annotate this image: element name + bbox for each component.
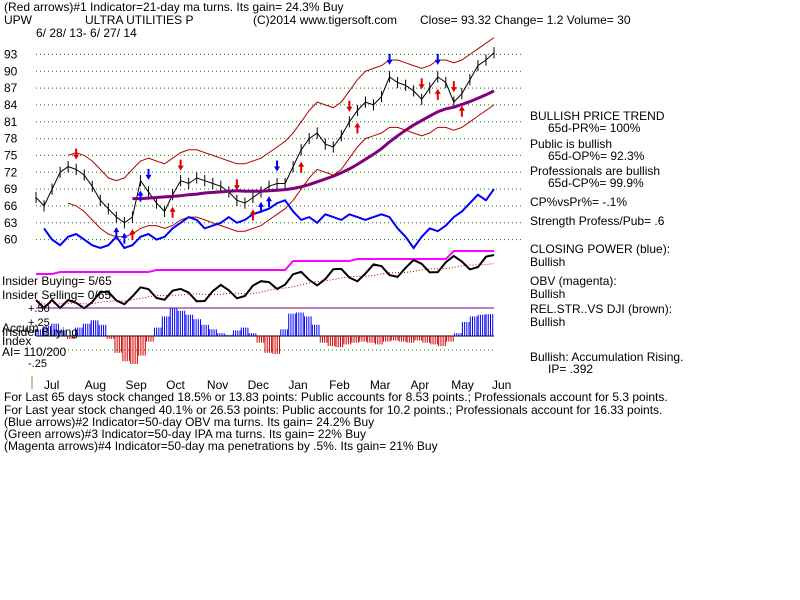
x-tick-label: Oct — [166, 378, 185, 392]
obv-label: OBV (magenta): — [530, 274, 617, 288]
y-tick-label: 81 — [4, 115, 18, 129]
quote-summary: Close= 93.32 Change= 1.2 Volume= 30 — [420, 13, 631, 27]
y-tick-label: 72 — [4, 165, 18, 179]
accum-tick-label: +.50 — [28, 303, 50, 315]
closing-power-label: CLOSING POWER (blue): — [530, 242, 671, 256]
buy-arrow-icon — [257, 201, 264, 213]
lower-band-line — [67, 104, 495, 238]
x-tick-label: Apr — [411, 378, 430, 392]
x-tick-label: Jan — [288, 378, 307, 392]
indicator-panel — [35, 250, 495, 310]
price-panel — [35, 37, 495, 250]
x-tick-label: Mar — [370, 378, 391, 392]
strength-ratio: Strength Profess/Pub= .6 — [530, 214, 665, 228]
trend-value: 65d-PR%= 100% — [548, 121, 641, 135]
y-tick-label: 69 — [4, 182, 18, 196]
trend-title: BULLISH PRICE TREND — [530, 109, 665, 123]
relstr-label: REL.STR..VS DJI (brown): — [530, 302, 673, 316]
sell-arrow-icon — [233, 179, 240, 191]
sell-arrow-icon — [346, 100, 353, 112]
relative-strength-ma — [35, 263, 495, 305]
buy-arrow-icon — [298, 161, 305, 173]
buy-arrow-icon — [137, 190, 144, 202]
copyright-text: (C)2014 www.tigersoft.com — [253, 13, 398, 27]
accum-tick-label: +.25 — [28, 317, 50, 329]
price-grid — [36, 53, 522, 241]
ticker-symbol: UPW — [4, 13, 32, 27]
footer-line-65days: For Last 65 days stock changed 18.5% or … — [4, 390, 668, 404]
buy-arrow-icon — [354, 122, 361, 134]
buy-arrow-icon — [434, 88, 441, 100]
upper-band-line — [67, 37, 495, 182]
price-line — [35, 52, 495, 224]
ip-value: IP= .392 — [548, 362, 594, 376]
accum-label: Accum — [2, 321, 39, 335]
buy-arrow-icon — [121, 232, 128, 244]
y-tick-label: 66 — [4, 199, 18, 213]
y-tick-label: 75 — [4, 148, 18, 162]
y-tick-label: 63 — [4, 216, 18, 230]
sell-arrow-icon — [177, 159, 184, 171]
buy-arrow-icon — [169, 206, 176, 218]
axis-labels: 60 63 66 69 72 75 78 81 84 87 90 93 +.50 +.25 -.25 Jul A… — [4, 47, 511, 392]
y-tick-label: 93 — [4, 47, 18, 61]
x-tick-label: May — [451, 378, 474, 392]
signal-arrows — [73, 53, 465, 244]
sell-arrow-icon — [450, 81, 457, 93]
security-name: ULTRA UTILITIES P — [85, 13, 194, 27]
obv-status: Bullish — [530, 287, 566, 301]
sell-arrow-icon — [145, 168, 152, 180]
sell-arrow-icon — [386, 53, 393, 65]
cp-vs-pr: CP%vsPr%= -.1% — [530, 195, 628, 209]
pros-value: 65d-CP%= 99.9% — [548, 176, 644, 190]
y-tick-label: 60 — [4, 233, 18, 247]
pros-title: Professionals are bullish — [530, 164, 661, 178]
x-tick-label: Jul — [44, 378, 59, 392]
footer-line-blue-arrows: (Blue arrows)#2 Indicator=50-day OBV ma … — [4, 415, 375, 429]
x-tick-label: Jun — [492, 378, 511, 392]
insider-selling-count: Insider Selling= 0/65 — [2, 288, 112, 302]
buy-arrow-icon — [113, 227, 120, 239]
header-indicator-line: (Red arrows)#1 Indicator=21-day ma turns… — [4, 0, 344, 14]
y-tick-label: 87 — [4, 81, 18, 95]
footer-line-magenta-arrows: (Magenta arrows)#4 Indicator=50-day ma p… — [4, 439, 438, 453]
closing-power-status: Bullish — [530, 255, 566, 269]
index-label: Index — [2, 334, 32, 348]
obv-line — [36, 250, 494, 275]
buy-arrow-icon — [266, 196, 273, 208]
y-tick-label: 78 — [4, 132, 18, 146]
sell-arrow-icon — [73, 148, 80, 160]
y-tick-label: 90 — [4, 64, 18, 78]
public-value: 65d-OP%= 92.3% — [548, 149, 645, 163]
insider-buying-count: Insider Buying= 5/65 — [2, 274, 112, 288]
accumulation-panel — [35, 307, 494, 364]
sell-arrow-icon — [418, 78, 425, 90]
x-tick-label: Nov — [207, 378, 228, 392]
x-tick-label: Feb — [329, 378, 350, 392]
buy-arrow-icon — [458, 105, 465, 117]
accumulation-status: Bullish: Accumulation Rising. — [530, 350, 684, 364]
relative-strength-line — [35, 254, 495, 310]
date-range: 6/ 28/ 13- 6/ 27/ 14 — [36, 26, 137, 40]
public-title: Public is bullish — [530, 137, 613, 151]
x-tick-label: Sep — [125, 378, 147, 392]
footer-line-green-arrows: (Green arrows)#3 Indicator=50-day IPA ma… — [4, 427, 366, 441]
ai-value: AI= 110/200 — [2, 345, 67, 359]
footer-line-year: For Last year stock changed 40.1% or 26.… — [4, 403, 663, 417]
y-tick-label: 84 — [4, 98, 18, 112]
ma50-line — [132, 89, 495, 201]
sell-arrow-icon — [434, 53, 441, 65]
x-tick-label: Aug — [85, 378, 106, 392]
sell-arrow-icon — [274, 160, 281, 172]
insider-buying-label: Insider Buying — [2, 325, 79, 339]
accum-tick-label: -.25 — [28, 358, 47, 370]
x-tick-label: Dec — [248, 378, 269, 392]
buy-arrow-icon — [249, 209, 256, 221]
buy-arrow-icon — [129, 229, 136, 241]
closing-power-line — [43, 188, 495, 250]
relstr-status: Bullish — [530, 315, 566, 329]
